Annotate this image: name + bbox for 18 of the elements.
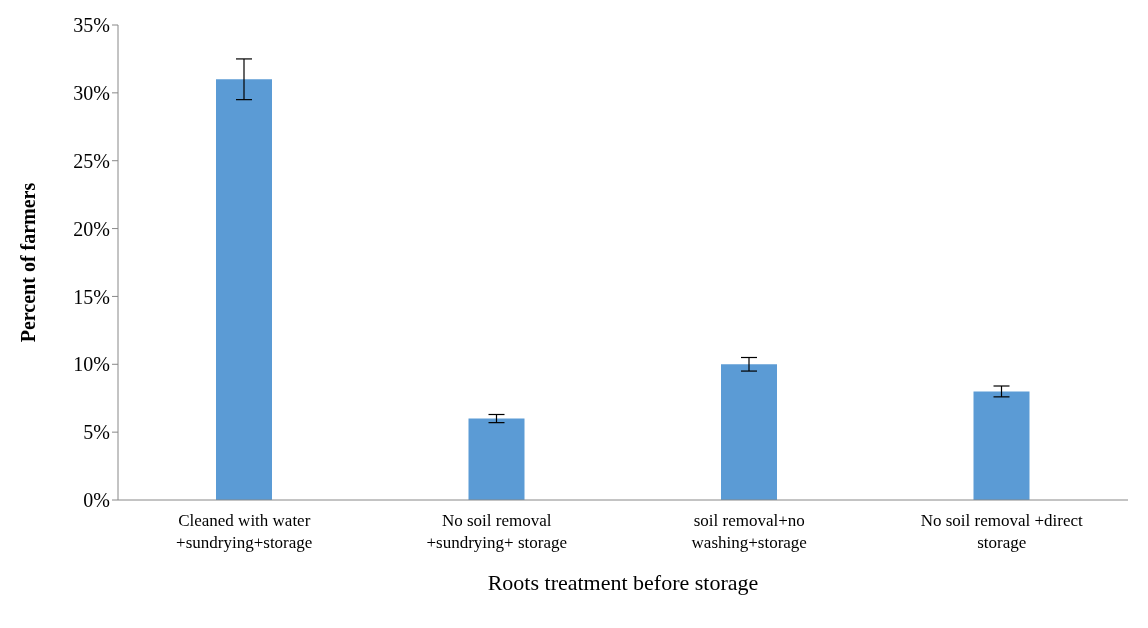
x-tick-label: No soil removal +sundrying+ storage (426, 511, 568, 552)
bar (216, 79, 272, 500)
y-tick-label: 15% (73, 285, 110, 308)
x-tick-label: No soil removal +direct storage (920, 511, 1084, 552)
bar (468, 418, 525, 500)
y-tick-label: 35% (73, 14, 110, 37)
y-tick-label: 10% (73, 353, 110, 376)
bar (721, 364, 777, 500)
y-tick-label: 30% (73, 81, 110, 104)
y-tick-label: 25% (73, 149, 110, 172)
bar (973, 391, 1030, 500)
x-tick-label: soil removal+no washing+storage (691, 511, 807, 552)
y-axis-title: Percent of farmers (17, 182, 40, 343)
x-tick-label: Cleaned with water +sundrying+storage (176, 511, 313, 552)
y-tick-label: 5% (83, 421, 110, 444)
x-axis-title: Roots treatment before storage (487, 570, 759, 595)
y-tick-label: 0% (83, 489, 110, 512)
y-tick-label: 20% (73, 217, 110, 240)
